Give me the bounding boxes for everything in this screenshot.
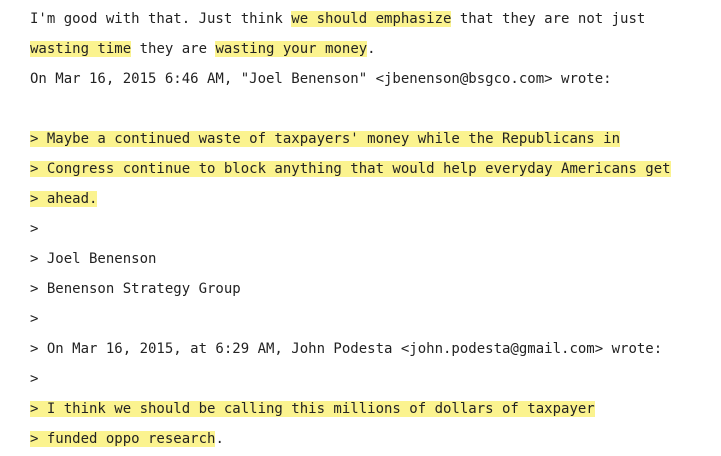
blank-line: [30, 96, 715, 126]
highlighted-text: we should emphasize: [291, 11, 452, 27]
highlighted-text: > Congress continue to block anything th…: [30, 161, 671, 177]
highlighted-text: > Maybe a continued waste of taxpayers' …: [30, 131, 621, 147]
quoted-line: > Congress continue to block anything th…: [30, 156, 715, 186]
text-segment: >: [30, 371, 39, 387]
quoted-line: > funded oppo research.: [30, 426, 715, 456]
text-segment: .: [215, 431, 224, 447]
quoted-line: >: [30, 306, 715, 336]
highlighted-text: > I think we should be calling this mill…: [30, 401, 595, 417]
text-segment: >: [30, 221, 39, 237]
email-body: I'm good with that. Just think we should…: [30, 6, 715, 456]
quoted-line: >: [30, 216, 715, 246]
highlighted-text: wasting your money: [215, 41, 368, 57]
quoted-line: > On Mar 16, 2015, at 6:29 AM, John Pode…: [30, 336, 715, 366]
quoted-line: >: [30, 366, 715, 396]
text-segment: they are: [131, 41, 216, 57]
highlighted-text: > funded oppo research: [30, 431, 216, 447]
highlighted-text: wasting time: [30, 41, 132, 57]
text-segment: I'm good with that. Just think: [30, 11, 292, 27]
text-segment: that they are not just: [451, 11, 646, 27]
text-segment: .: [367, 41, 376, 57]
message-line: I'm good with that. Just think we should…: [30, 6, 715, 36]
highlighted-text: > ahead.: [30, 191, 98, 207]
quoted-line: > Maybe a continued waste of taxpayers' …: [30, 126, 715, 156]
text-segment: >: [30, 311, 39, 327]
reply-header-line: On Mar 16, 2015 6:46 AM, "Joel Benenson"…: [30, 66, 715, 96]
message-line: wasting time they are wasting your money…: [30, 36, 715, 66]
quoted-line: > Benenson Strategy Group: [30, 276, 715, 306]
text-segment: > Joel Benenson: [30, 251, 157, 267]
quoted-line: > ahead.: [30, 186, 715, 216]
text-segment: > Benenson Strategy Group: [30, 281, 241, 297]
text-segment: On Mar 16, 2015 6:46 AM, "Joel Benenson"…: [30, 71, 612, 87]
quoted-line: > Joel Benenson: [30, 246, 715, 276]
quoted-line: > I think we should be calling this mill…: [30, 396, 715, 426]
text-segment: > On Mar 16, 2015, at 6:29 AM, John Pode…: [30, 341, 663, 357]
